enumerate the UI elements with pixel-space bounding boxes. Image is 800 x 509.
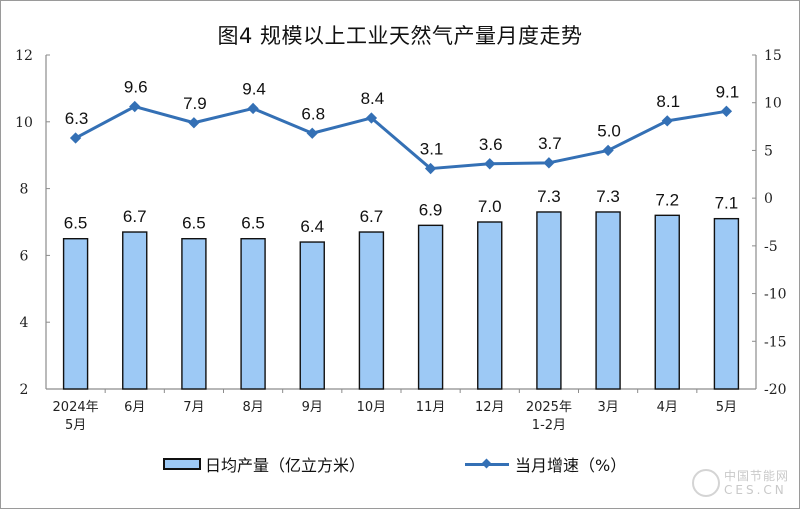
x-axis-label: 4月: [657, 400, 678, 415]
right-axis-tick-label: 10: [764, 96, 782, 112]
line-value-label: 8.1: [656, 92, 680, 111]
bar-value-label: 6.5: [182, 214, 206, 233]
bar-value-label: 7.3: [596, 187, 620, 206]
x-axis-label: 5月: [65, 418, 86, 433]
x-axis-label: 5月: [716, 400, 737, 415]
bar-value-label: 6.5: [241, 214, 265, 233]
legend-bar-label: 日均产量（亿立方米）: [205, 456, 366, 475]
watermark-text-1: 中国节能网: [724, 469, 790, 483]
bar-value-label: 6.9: [419, 200, 443, 219]
bar-value-label: 6.7: [360, 207, 384, 226]
watermark-logo-icon: [692, 469, 720, 497]
line-marker-icon: [306, 127, 318, 139]
bar-value-label: 6.5: [64, 214, 88, 233]
legend-item-line: 当月增速（%）: [465, 453, 626, 475]
line-value-label: 6.3: [65, 109, 89, 128]
line-marker-icon: [69, 132, 82, 144]
x-axis-label: 6月: [124, 400, 145, 415]
x-axis-label: 3月: [597, 400, 618, 415]
watermark-text-2: CES.CN: [724, 483, 787, 497]
bar: [713, 217, 740, 390]
right-axis-tick-label: -20: [764, 382, 787, 398]
legend-line-label: 当月增速（%）: [515, 456, 627, 475]
right-axis-tick-label: -5: [764, 239, 778, 255]
legend-item-bar: 日均产量（亿立方米）: [163, 453, 365, 475]
bar: [240, 237, 266, 390]
bar-value-label: 7.1: [715, 194, 739, 213]
bar-value-label: 7.3: [537, 187, 561, 206]
bar: [299, 241, 325, 390]
line-marker-icon: [247, 102, 259, 115]
bar: [536, 211, 562, 390]
left-axis-tick-label: 12: [15, 48, 33, 64]
right-axis-tick-label: -10: [764, 287, 787, 303]
right-axis-tick-label: 0: [764, 191, 773, 207]
watermark: 中国节能网 CES.CN: [688, 467, 800, 501]
x-axis-label: 11月: [416, 400, 446, 415]
line-marker-icon: [188, 117, 200, 129]
line-marker-icon: [129, 100, 141, 113]
bar: [122, 231, 148, 390]
bar-value-label: 7.0: [478, 197, 502, 216]
bar: [358, 231, 385, 390]
bar-value-label: 7.2: [655, 190, 679, 209]
bar-value-label: 6.4: [300, 217, 324, 236]
right-axis-tick-label: 5: [764, 143, 773, 159]
x-axis-label: 7月: [183, 400, 204, 415]
line-value-label: 9.4: [242, 79, 266, 98]
line-value-label: 8.4: [361, 89, 385, 108]
chart-title: 图4 规模以上工业天然气产量月度走势: [217, 24, 583, 48]
x-axis-label: 8月: [242, 400, 263, 415]
left-axis-tick-label: 6: [20, 248, 29, 264]
line-value-label: 9.6: [124, 78, 148, 97]
line-marker-icon: [424, 162, 437, 175]
bar: [181, 237, 207, 390]
left-axis-tick-label: 8: [20, 182, 29, 198]
line-marker-icon: [661, 115, 673, 127]
line-value-label: 7.9: [183, 94, 207, 113]
line-value-label: 9.1: [716, 82, 740, 101]
line-value-label: 3.7: [538, 134, 562, 153]
bar: [417, 224, 444, 390]
bar: [654, 214, 680, 390]
x-axis-label: 10月: [357, 400, 387, 415]
line-value-label: 5.0: [597, 121, 621, 140]
bar-value-label: 6.7: [123, 207, 147, 226]
right-axis-tick-label: -15: [764, 334, 787, 350]
x-axis-label: 1-2月: [532, 418, 566, 433]
left-axis-tick-label: 2: [20, 382, 29, 398]
x-axis-label: 2024年: [53, 400, 99, 415]
line-marker-icon: [720, 105, 733, 117]
legend-bar-swatch-icon: [163, 458, 201, 470]
line-marker-icon: [484, 158, 496, 170]
x-axis-label: 9月: [302, 400, 323, 415]
legend-line-swatch-icon: [465, 462, 509, 466]
right-axis-tick-label: 15: [764, 48, 782, 64]
line-marker-icon: [543, 157, 555, 169]
left-axis-tick-label: 10: [15, 115, 33, 131]
bar: [595, 211, 621, 390]
line-marker-icon: [602, 144, 614, 157]
x-axis-label: 12月: [475, 400, 505, 415]
bar: [62, 237, 89, 390]
line-value-label: 3.6: [479, 135, 503, 154]
line-value-label: 6.8: [301, 104, 325, 123]
x-axis-label: 2025年: [526, 400, 572, 415]
line-value-label: 3.1: [420, 140, 444, 159]
left-axis-tick-label: 4: [20, 315, 29, 331]
growth-line: [74, 105, 727, 171]
bar: [477, 221, 503, 390]
